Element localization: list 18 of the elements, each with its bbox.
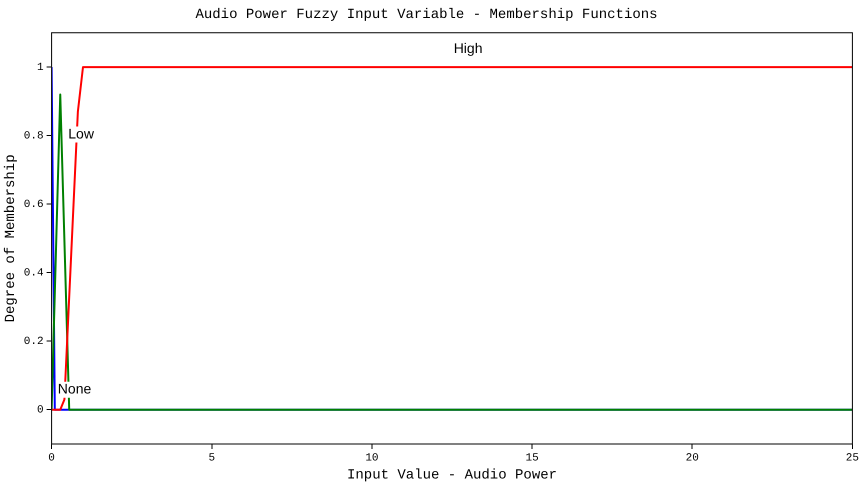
y-tick-label: 0.6 (24, 199, 44, 212)
series-label: Low (68, 125, 95, 142)
x-tick-label: 5 (208, 452, 216, 465)
y-axis-title: Degree of Membership (3, 154, 20, 322)
x-tick-label: 20 (686, 452, 699, 465)
series-label: High (454, 40, 482, 56)
x-tick-label: 15 (525, 452, 539, 465)
x-axis-title: Input Value - Audio Power (346, 467, 558, 483)
y-tick-label: 0 (36, 404, 44, 417)
series-label: None (58, 380, 92, 397)
y-tick-label: 0.4 (24, 268, 44, 280)
x-tick-label: 0 (48, 452, 55, 465)
x-tick-label: 25 (846, 452, 859, 465)
y-tick-label: 0.2 (24, 336, 44, 348)
chart-title: Audio Power Fuzzy Input Variable - Membership Functions (195, 7, 658, 24)
y-tick-label: 0.8 (24, 130, 44, 143)
y-tick-label: 1 (36, 62, 44, 74)
x-tick-label: 10 (365, 452, 379, 465)
